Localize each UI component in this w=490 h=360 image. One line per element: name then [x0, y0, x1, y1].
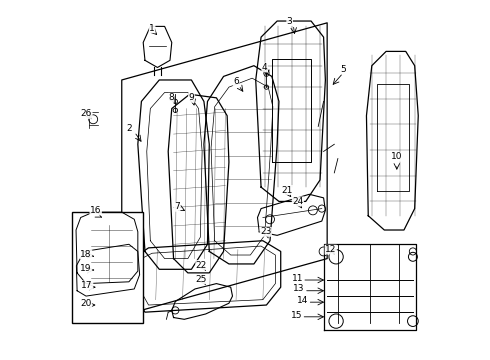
Text: 9: 9: [189, 93, 195, 102]
Text: 26: 26: [81, 109, 92, 118]
Text: 3: 3: [287, 17, 293, 26]
Text: 15: 15: [291, 311, 302, 320]
Text: 23: 23: [260, 227, 271, 236]
Text: 16: 16: [90, 206, 101, 215]
Text: 19: 19: [80, 264, 92, 273]
Text: 13: 13: [293, 284, 304, 293]
Text: 21: 21: [281, 185, 293, 194]
Text: 11: 11: [292, 274, 304, 283]
Text: 14: 14: [296, 296, 308, 305]
Text: 20: 20: [80, 299, 92, 308]
Text: 4: 4: [262, 63, 268, 72]
Text: 2: 2: [126, 124, 132, 133]
Text: 17: 17: [81, 281, 93, 290]
Text: 10: 10: [391, 152, 403, 161]
Text: 1: 1: [149, 24, 155, 33]
FancyBboxPatch shape: [72, 212, 143, 323]
Text: 12: 12: [325, 245, 337, 254]
Text: 18: 18: [80, 250, 92, 259]
Text: 24: 24: [292, 197, 303, 206]
Text: 6: 6: [233, 77, 239, 86]
Text: 22: 22: [196, 261, 207, 270]
Text: 25: 25: [196, 275, 207, 284]
Text: 7: 7: [174, 202, 180, 211]
Text: 5: 5: [341, 65, 346, 74]
Text: 8: 8: [168, 93, 174, 102]
